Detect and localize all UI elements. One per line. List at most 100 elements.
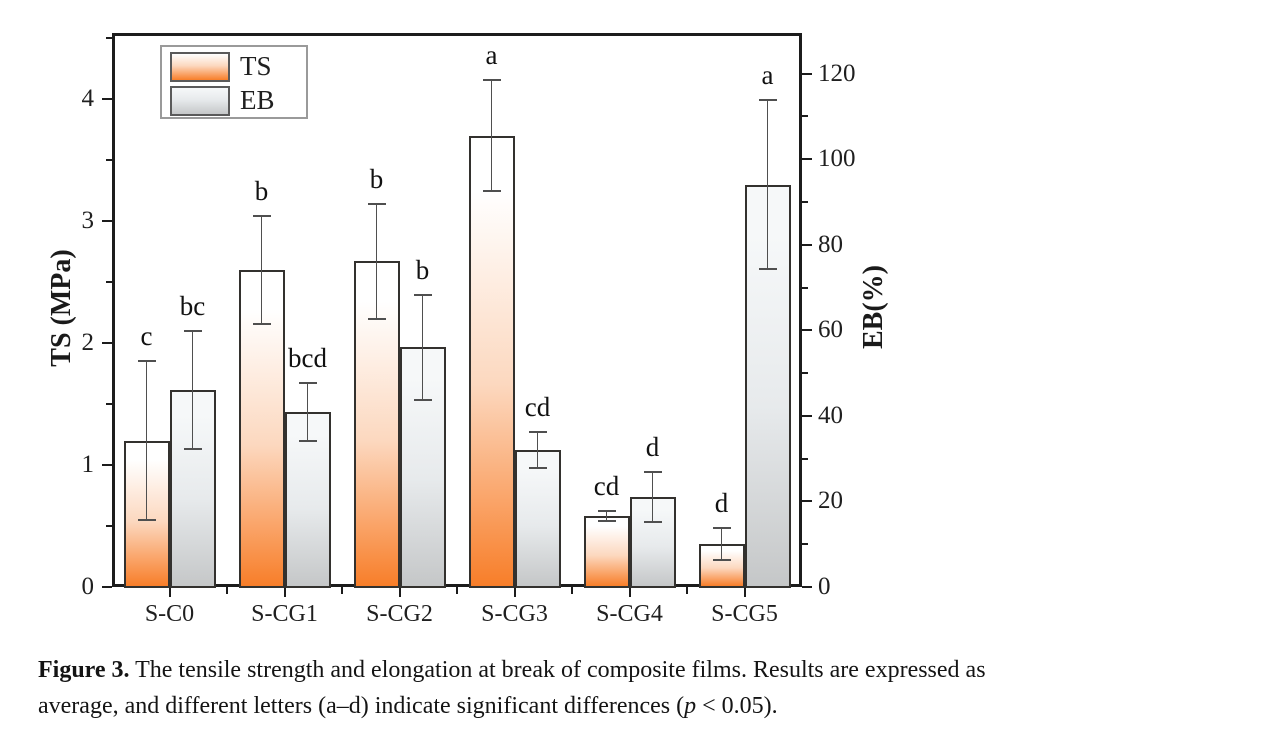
x-axis-minor-tick xyxy=(226,587,228,594)
error-bar-eb-s-cg3 xyxy=(528,430,547,470)
error-bar-cap-bottom xyxy=(528,467,547,470)
error-bar-line xyxy=(536,430,539,470)
left-axis-minor-tick xyxy=(106,36,112,39)
left-axis-minor-tick xyxy=(106,280,112,283)
right-axis-major-tick xyxy=(802,72,812,75)
error-bar-cap-bottom xyxy=(183,448,202,451)
legend-swatch-eb xyxy=(170,86,230,116)
caption-line1: The tensile strength and elongation at b… xyxy=(129,657,986,683)
error-bar-cap-bottom xyxy=(712,559,731,562)
x-axis-category-label: S-CG4 xyxy=(596,601,663,627)
error-bar-line xyxy=(306,381,309,442)
sig-letter-eb-s-cg5: a xyxy=(761,60,774,91)
error-bar-eb-s-cg4 xyxy=(643,471,662,523)
error-bar-cap-top xyxy=(413,293,432,296)
error-bar-cap-top xyxy=(528,430,547,433)
bar-ts-s-cg4 xyxy=(583,516,630,588)
left-axis-major-tick xyxy=(102,463,112,466)
sig-letter-eb-s-c0: bc xyxy=(179,291,206,322)
sig-letter-ts-s-cg2: b xyxy=(369,163,384,194)
error-bar-cap-bottom xyxy=(413,398,432,401)
error-bar-eb-s-c0 xyxy=(183,330,202,451)
plot-frame xyxy=(112,33,802,587)
error-bar-line xyxy=(375,202,378,320)
right-axis-minor-tick xyxy=(802,286,808,289)
x-axis-major-tick xyxy=(743,587,746,597)
x-axis-major-tick xyxy=(168,587,171,597)
error-bar-cap-bottom xyxy=(758,268,777,271)
error-bar-cap-bottom xyxy=(252,322,271,325)
sig-letter-eb-s-cg4: d xyxy=(645,432,660,463)
x-axis-minor-tick xyxy=(456,587,458,594)
sig-letter-ts-s-cg3: a xyxy=(485,40,498,71)
left-axis-tick-label: 2 xyxy=(81,328,95,356)
right-axis-tick-label: 80 xyxy=(818,230,843,258)
sig-letter-ts-s-cg1: b xyxy=(254,175,269,206)
sig-letter-eb-s-cg1: bcd xyxy=(288,342,327,373)
right-axis-major-tick xyxy=(802,158,812,161)
error-bar-ts-s-cg3 xyxy=(482,79,501,192)
x-axis-category-label: S-CG5 xyxy=(711,601,778,627)
left-axis-major-tick xyxy=(102,341,112,344)
error-bar-ts-s-cg4 xyxy=(597,510,616,523)
sig-letter-ts-s-cg5: d xyxy=(714,488,729,519)
caption-line2-pre: average, and different letters (a–d) ind… xyxy=(38,692,685,719)
error-bar-eb-s-cg1 xyxy=(298,381,317,442)
left-axis-tick-label: 0 xyxy=(81,573,95,600)
x-axis-minor-tick xyxy=(341,587,343,594)
error-bar-line xyxy=(766,99,769,271)
x-axis-major-tick xyxy=(283,587,286,597)
legend-label-eb: EB xyxy=(240,85,275,115)
error-bar-cap-top xyxy=(758,99,777,102)
x-axis-major-tick xyxy=(398,587,401,597)
left-axis-minor-tick xyxy=(106,158,112,161)
left-axis-major-tick xyxy=(102,586,112,588)
right-axis-minor-tick xyxy=(802,115,808,118)
sig-letter-eb-s-cg2: b xyxy=(415,254,430,285)
right-axis-minor-tick xyxy=(802,457,808,460)
error-bar-cap-bottom xyxy=(298,439,317,442)
sig-letter-ts-s-cg4: cd xyxy=(593,471,620,502)
error-bar-ts-s-cg1 xyxy=(252,214,271,325)
x-axis-category-label: S-CG3 xyxy=(481,601,548,627)
error-bar-cap-bottom xyxy=(367,317,386,320)
figure-caption: Figure 3. The tensile strength and elong… xyxy=(38,653,1250,724)
left-axis-major-tick xyxy=(102,219,112,222)
legend: TS EB xyxy=(160,45,308,119)
error-bar-cap-bottom xyxy=(643,520,662,523)
error-bar-ts-s-cg5 xyxy=(712,527,731,562)
error-bar-cap-top xyxy=(712,527,731,530)
right-axis-tick-label: 40 xyxy=(818,401,843,429)
error-bar-cap-top xyxy=(298,381,317,384)
right-axis-tick-label: 60 xyxy=(818,316,843,344)
left-axis-tick-label: 4 xyxy=(81,84,95,112)
error-bar-line xyxy=(605,510,608,523)
right-axis-minor-tick xyxy=(802,543,808,546)
error-bar-cap-top xyxy=(367,202,386,205)
error-bar-cap-top xyxy=(597,510,616,513)
error-bar-line xyxy=(720,527,723,562)
error-bar-ts-s-c0 xyxy=(137,360,156,522)
error-bar-eb-s-cg2 xyxy=(413,293,432,401)
error-bar-line xyxy=(490,79,493,192)
error-bar-eb-s-cg5 xyxy=(758,99,777,271)
legend-swatch-ts xyxy=(170,52,230,82)
error-bar-line xyxy=(651,471,654,523)
error-bar-line xyxy=(191,330,194,451)
right-axis-major-tick xyxy=(802,329,812,332)
error-bar-cap-bottom xyxy=(482,189,501,192)
x-axis-minor-tick xyxy=(571,587,573,594)
error-bar-cap-bottom xyxy=(137,519,156,522)
legend-label-ts: TS xyxy=(240,51,272,81)
error-bar-cap-top xyxy=(137,360,156,363)
right-axis-tick-label: 100 xyxy=(818,145,856,173)
left-axis-major-tick xyxy=(102,97,112,100)
error-bar-line xyxy=(260,214,263,325)
right-axis-tick-label: 0 xyxy=(818,573,831,600)
error-bar-cap-top xyxy=(643,471,662,474)
right-axis-major-tick xyxy=(802,243,812,246)
error-bar-cap-bottom xyxy=(597,520,616,523)
right-axis-major-tick xyxy=(802,586,812,588)
right-axis-tick-label: 20 xyxy=(818,487,843,515)
